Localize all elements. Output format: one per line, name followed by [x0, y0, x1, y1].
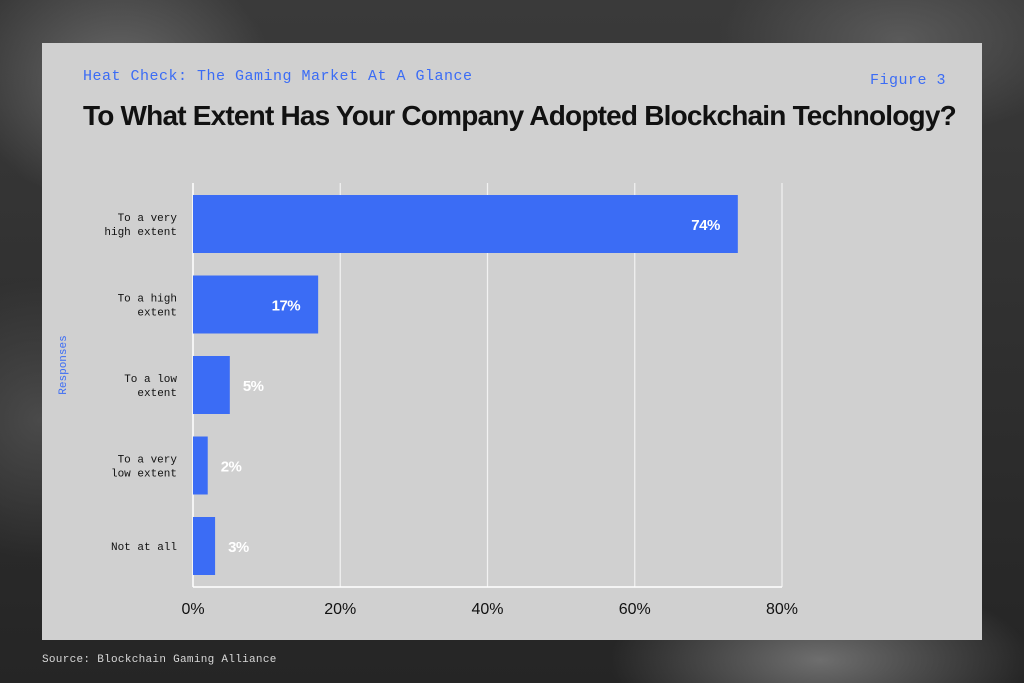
category-label: To a low extent [124, 374, 177, 400]
x-tick-label: 60% [619, 601, 651, 618]
chart-title: To What Extent Has Your Company Adopted … [83, 100, 957, 131]
figure-label: Figure 3 [869, 72, 946, 89]
x-tick-label: 0% [181, 601, 204, 618]
category-label: To a high extent [118, 294, 177, 320]
value-label: 3% [228, 539, 249, 556]
bar [193, 356, 230, 414]
x-tick-label: 40% [471, 601, 503, 618]
category-label: Not at all [111, 542, 177, 554]
value-label: 5% [243, 378, 264, 395]
bar [193, 436, 208, 495]
x-tick-label: 20% [324, 601, 356, 618]
value-label: 74% [691, 217, 720, 234]
value-label: 17% [272, 298, 301, 315]
source-note: Source: Blockchain Gaming Alliance [42, 654, 277, 666]
bar [193, 517, 216, 575]
value-label: 2% [221, 459, 242, 476]
bar [193, 195, 738, 253]
bar [193, 275, 319, 334]
category-label: To a very high extent [104, 213, 177, 239]
x-tick-label: 80% [766, 601, 798, 618]
report-supertitle: Heat Check: The Gaming Market At A Glanc… [83, 68, 473, 85]
category-label: To a very low extent [111, 455, 177, 481]
